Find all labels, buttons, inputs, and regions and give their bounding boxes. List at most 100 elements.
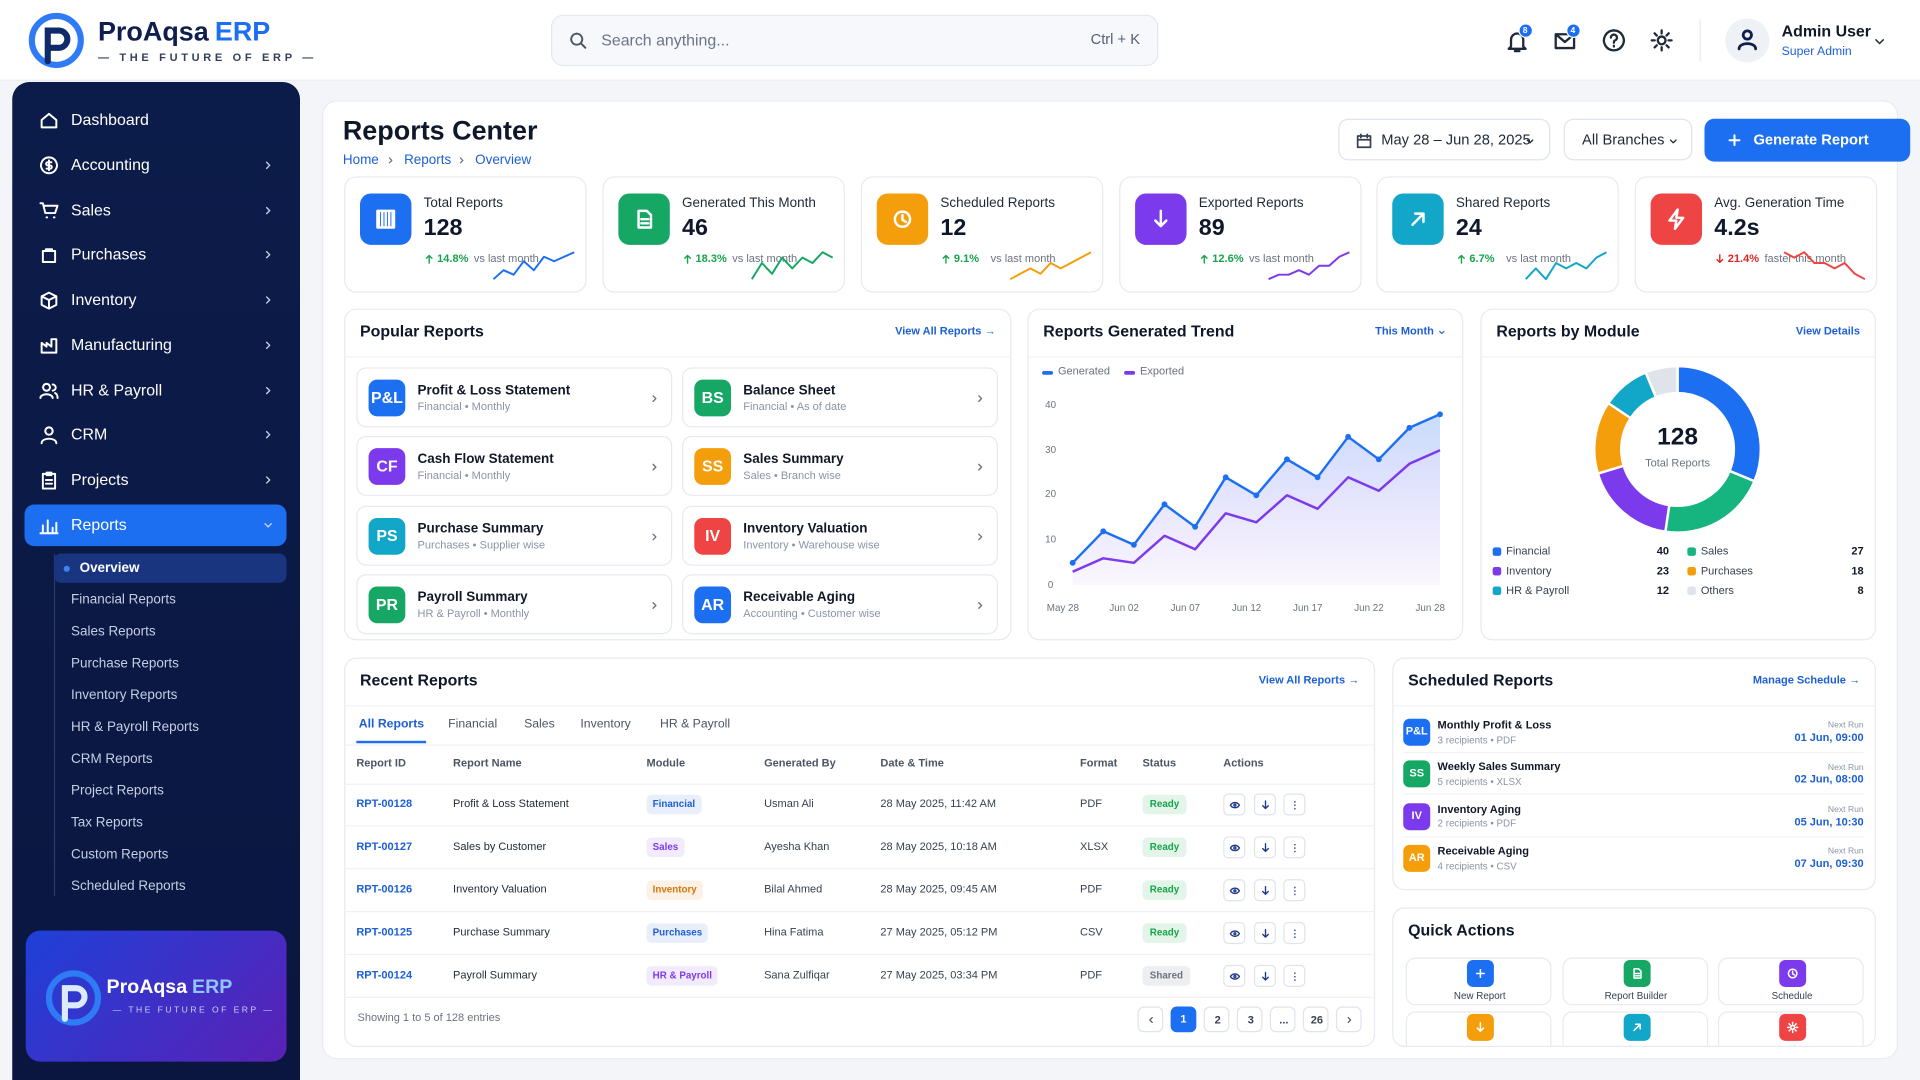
action-button[interactable]	[1253, 836, 1276, 859]
report-id[interactable]: RPT-00124	[356, 968, 413, 981]
action-button[interactable]	[1253, 922, 1276, 945]
report-meta: Sales • Branch wise	[743, 469, 841, 482]
generate-button[interactable]: Generate Report	[1704, 118, 1911, 162]
action-button[interactable]	[1283, 964, 1306, 987]
icon-shape	[1787, 968, 1798, 979]
report-id[interactable]: RPT-00128	[356, 797, 413, 810]
quick-action[interactable]: Export	[1405, 1011, 1552, 1046]
nav-item[interactable]: Inventory	[24, 279, 286, 321]
schedule-name: Receivable Aging	[1437, 844, 1530, 858]
panel-link[interactable]: Manage Schedule →	[1752, 673, 1860, 686]
legend-value: 18	[1851, 564, 1864, 577]
period-select[interactable]: This Month	[1375, 324, 1434, 337]
tab[interactable]: Inventory	[580, 716, 631, 731]
report-item[interactable]: P&L Profit & Loss Statement Financial • Mo…	[356, 367, 673, 428]
breadcrumb-item: Overview	[475, 152, 532, 168]
submenu-label[interactable]: CRM Reports	[71, 751, 153, 767]
quick-action[interactable]: Schedule	[1717, 957, 1864, 1006]
page-prev[interactable]	[1137, 1006, 1164, 1033]
nav-item-active[interactable]: Reports	[24, 504, 287, 547]
submenu-label[interactable]: Tax Reports	[71, 815, 143, 831]
action-button[interactable]	[1283, 836, 1306, 859]
report-item[interactable]: CF Cash Flow Statement Financial • Monthly	[356, 435, 673, 496]
panel-divider	[1392, 705, 1876, 707]
action-button[interactable]	[1283, 922, 1306, 945]
nav-item[interactable]: Projects	[24, 459, 286, 501]
action-button[interactable]	[1223, 964, 1246, 987]
action-button[interactable]	[1223, 922, 1246, 945]
search-box[interactable]	[551, 14, 1159, 67]
avatar[interactable]	[1725, 18, 1770, 63]
icon-shape	[388, 157, 393, 164]
brand-accent: ERP	[214, 15, 271, 47]
nav-item[interactable]: HR & Payroll	[24, 370, 286, 412]
nav-item[interactable]: CRM	[24, 414, 286, 456]
top-icon-button[interactable]	[1647, 26, 1676, 55]
panel-title: Reports by Module	[1496, 321, 1640, 340]
action-button[interactable]	[1283, 793, 1306, 816]
submenu-label[interactable]: Custom Reports	[71, 847, 169, 862]
action-button[interactable]	[1223, 879, 1246, 902]
branch-select[interactable]: All Branches	[1563, 118, 1693, 161]
row-divider	[344, 996, 1376, 998]
submenu-label[interactable]: Project Reports	[71, 783, 164, 799]
report-item[interactable]: PR Payroll Summary HR & Payroll • Monthly	[356, 574, 673, 635]
action-button[interactable]	[1253, 879, 1276, 902]
nav-item[interactable]: Manufacturing	[24, 324, 286, 366]
next-run: 01 Jun, 09:00	[1794, 731, 1864, 744]
panel-link[interactable]: View Details	[1795, 324, 1860, 337]
nav-item[interactable]: Sales	[24, 190, 286, 232]
tab-active[interactable]: All Reports	[358, 716, 425, 731]
report-item[interactable]: AR Receivable Aging Accounting • Customer …	[682, 574, 998, 635]
breadcrumb-item[interactable]: Home	[342, 152, 379, 168]
nav-item[interactable]: Dashboard	[24, 99, 286, 141]
top-icon-button[interactable]	[1599, 26, 1628, 55]
icon	[40, 291, 58, 310]
page[interactable]: 26	[1302, 1006, 1329, 1033]
legend-label: Financial	[1506, 545, 1551, 558]
date-picker[interactable]: May 28 – Jun 28, 2025	[1338, 118, 1551, 161]
submenu-item-active[interactable]: Overview	[53, 553, 287, 583]
report-abbr: CF	[376, 456, 398, 475]
report-id[interactable]: RPT-00126	[356, 883, 413, 896]
page[interactable]: ...	[1269, 1006, 1296, 1033]
action-button[interactable]	[1223, 793, 1246, 816]
quick-action[interactable]: Share	[1561, 1011, 1708, 1046]
submenu-label[interactable]: Scheduled Reports	[71, 878, 186, 894]
submenu-label[interactable]: Inventory Reports	[71, 687, 178, 703]
tab[interactable]: Financial	[448, 716, 498, 731]
breadcrumb-item[interactable]: Reports	[404, 152, 452, 168]
report-item[interactable]: IV Inventory Valuation Inventory • Warehou…	[682, 505, 998, 566]
page[interactable]: 3	[1236, 1006, 1263, 1033]
panel-link[interactable]: View All Reports →	[1258, 673, 1360, 686]
panel-link[interactable]: View All Reports →	[895, 324, 996, 337]
action-button[interactable]	[1223, 836, 1246, 859]
report-item[interactable]: BS Balance Sheet Financial • As of date	[682, 367, 998, 428]
page[interactable]: 2	[1203, 1006, 1230, 1033]
report-id[interactable]: RPT-00127	[356, 840, 413, 853]
report-item[interactable]: SS Sales Summary Sales • Branch wise	[682, 435, 998, 496]
action-button[interactable]	[1253, 964, 1276, 987]
quick-action[interactable]: Templates	[1717, 1011, 1864, 1046]
report-id[interactable]: RPT-00125	[356, 925, 413, 939]
column-header: Date & Time	[880, 756, 944, 770]
tab[interactable]: HR & Payroll	[660, 716, 731, 731]
tab[interactable]: Sales	[524, 716, 555, 731]
report-item[interactable]: PS Purchase Summary Purchases • Supplier w…	[356, 505, 673, 566]
quick-action[interactable]: Report Builder	[1561, 957, 1708, 1006]
action-button[interactable]	[1283, 879, 1306, 902]
page-active[interactable]: 1	[1170, 1006, 1197, 1033]
action-button[interactable]	[1253, 793, 1276, 816]
quick-action[interactable]: New Report	[1405, 957, 1552, 1006]
submenu-label[interactable]: Purchase Reports	[71, 656, 179, 671]
icon	[1632, 968, 1642, 979]
submenu-label[interactable]: Financial Reports	[71, 592, 176, 608]
submenu-label[interactable]: Sales Reports	[71, 624, 156, 639]
nav-item[interactable]: Accounting	[24, 144, 286, 186]
kpi-label: Shared Reports	[1455, 195, 1551, 211]
nav-item[interactable]: Purchases	[24, 234, 286, 276]
page-next[interactable]	[1335, 1006, 1362, 1033]
submenu-label[interactable]: HR & Payroll Reports	[71, 719, 200, 735]
icon-shape	[1261, 971, 1269, 981]
